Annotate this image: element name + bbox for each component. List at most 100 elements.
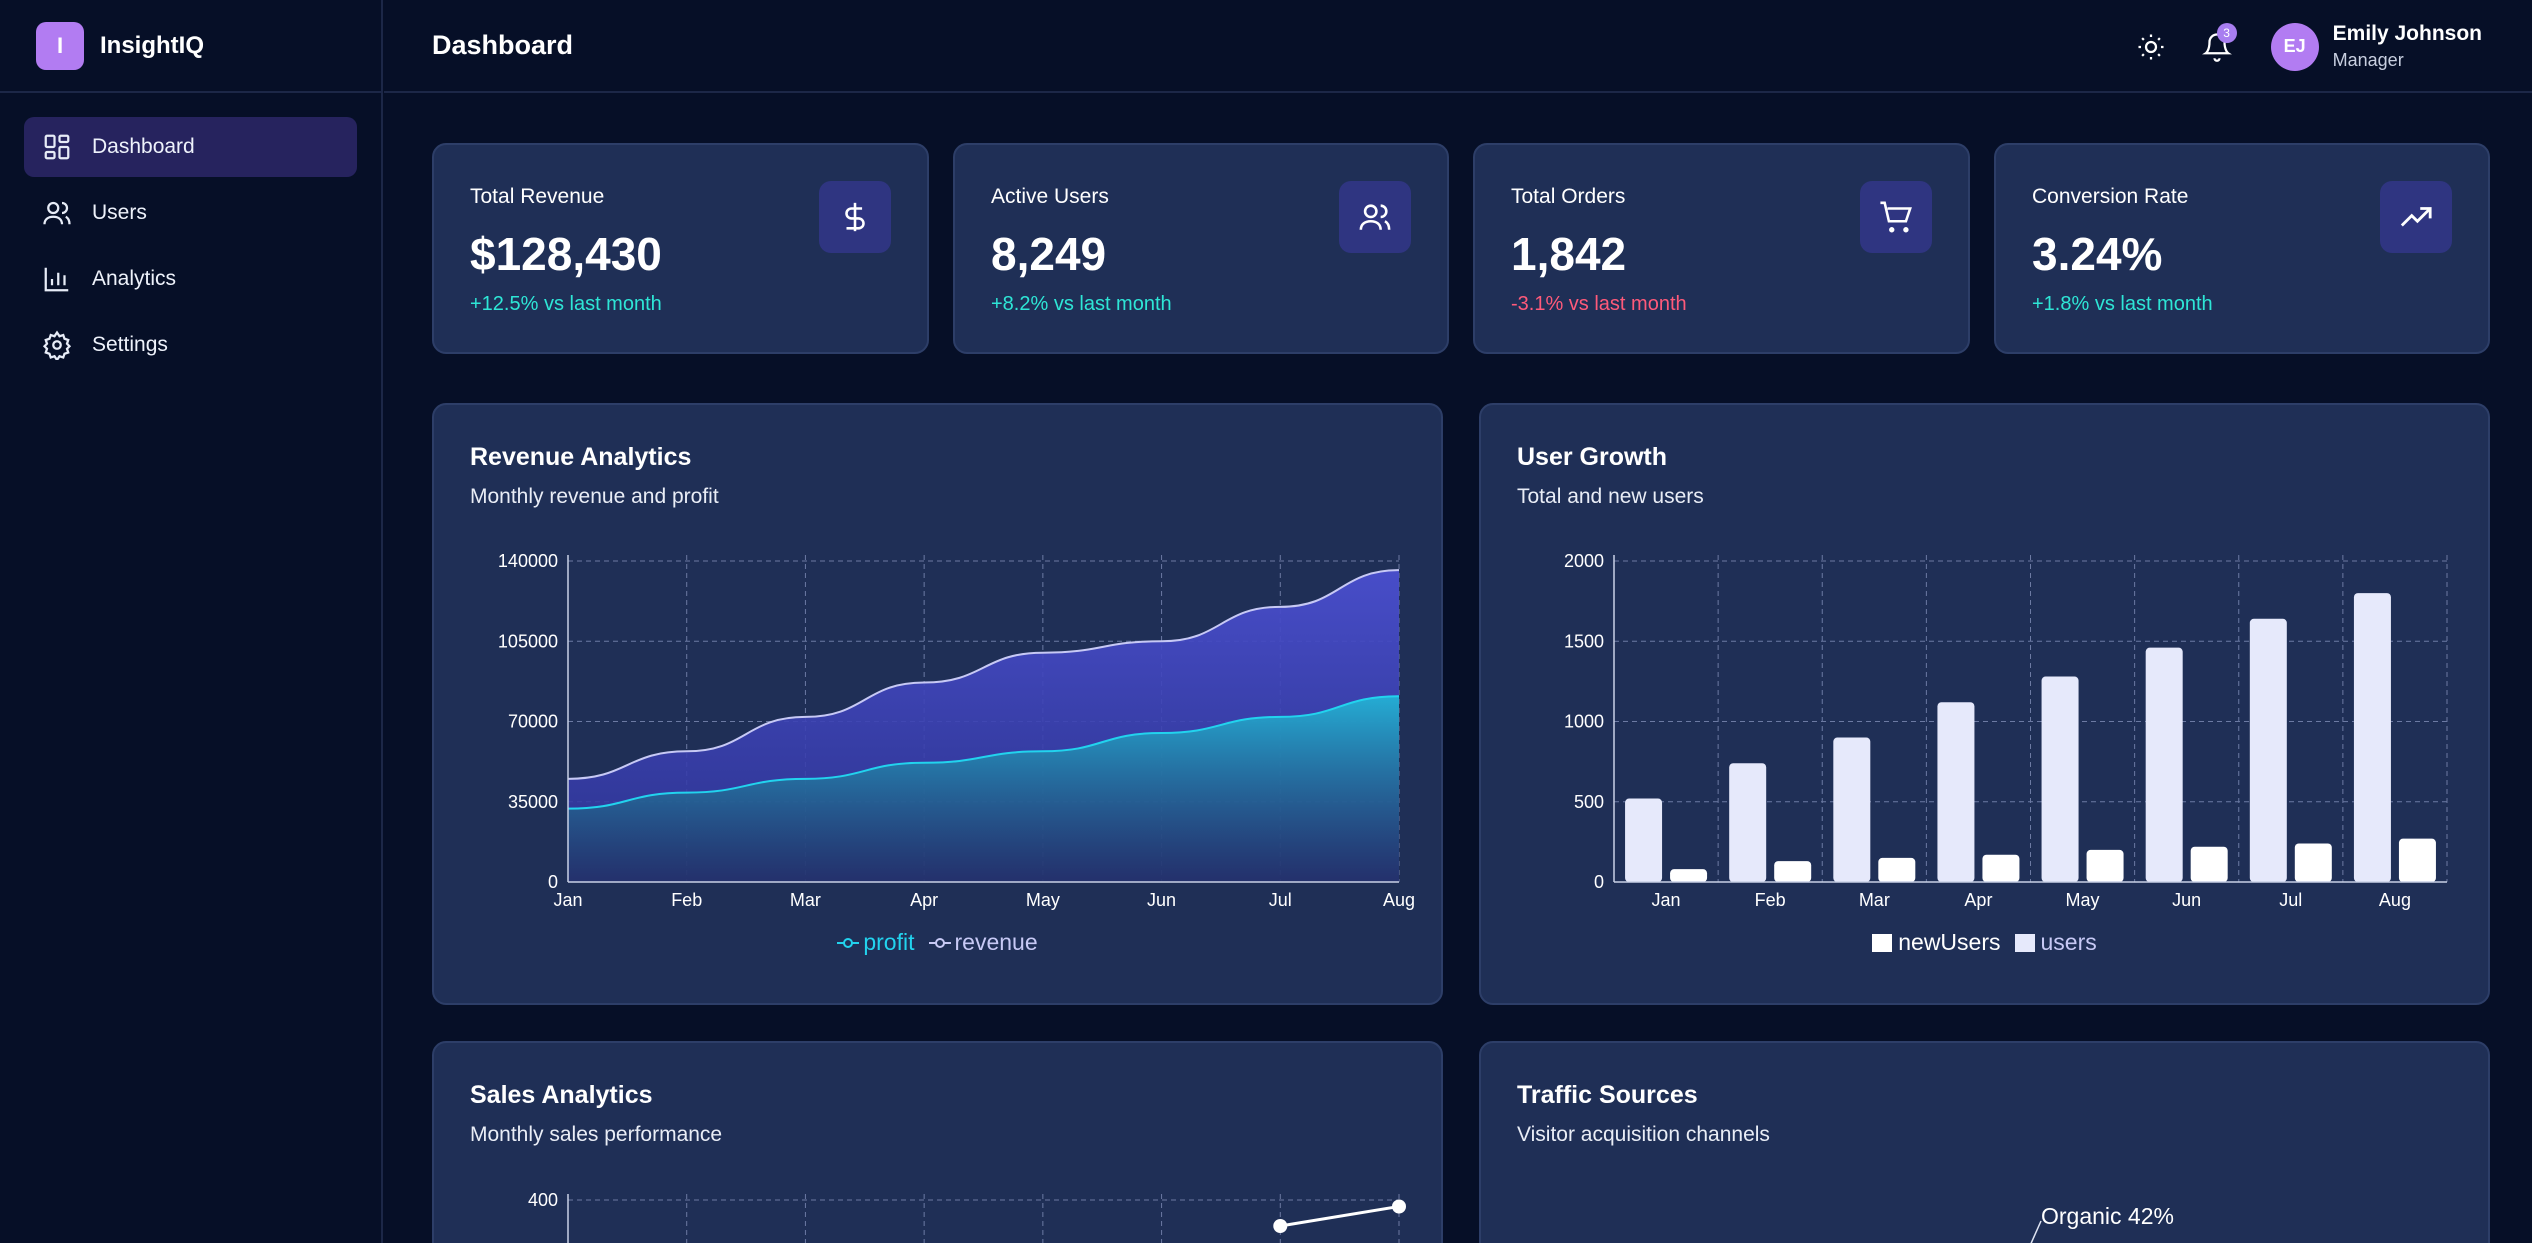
sales-chart: 400 <box>528 1190 1406 1243</box>
y-tick-label: 2000 <box>1564 551 1604 571</box>
y-tick-label: 70000 <box>508 712 558 732</box>
chart-legend: profit revenue <box>434 929 1441 956</box>
theme-toggle-button[interactable] <box>2131 27 2171 67</box>
brand-logo: I <box>36 21 84 70</box>
bar-users <box>1833 737 1871 882</box>
users-icon <box>43 201 71 225</box>
bar-users <box>2041 676 2079 882</box>
legend-label: newUsers <box>1898 929 2001 955</box>
sidebar-item-label: Settings <box>92 333 168 356</box>
sales-analytics-panel: Sales Analytics Monthly sales performanc… <box>432 1041 1443 1243</box>
page-title: Dashboard <box>432 30 574 60</box>
x-tick-label: Aug <box>2379 890 2411 910</box>
traffic-chart: Organic 42% <box>2030 1203 2174 1243</box>
x-tick-label: Jul <box>1269 890 1292 910</box>
bar-users <box>1729 763 1767 882</box>
trending-up-icon <box>2400 207 2432 227</box>
sidebar-item-dashboard[interactable]: Dashboard <box>24 117 357 177</box>
x-tick-label: May <box>2066 890 2100 910</box>
line-marker-icon <box>837 937 860 948</box>
bar-users <box>2249 618 2287 882</box>
avatar[interactable]: EJ <box>2270 22 2319 71</box>
x-tick-label: Jun <box>1147 890 1176 910</box>
bar-users <box>1937 702 1975 882</box>
x-tick-label: Apr <box>1964 890 1992 910</box>
y-tick-label: 500 <box>1574 792 1604 812</box>
bar-newusers <box>1982 854 2020 882</box>
x-tick-label: May <box>1026 890 1060 910</box>
legend-item-profit[interactable]: profit <box>837 929 915 956</box>
y-tick-label: 140000 <box>498 551 558 571</box>
dashboard-icon <box>44 134 70 160</box>
stat-change: +12.5% vs last month <box>470 293 662 315</box>
panel-title: Revenue Analytics <box>470 443 692 471</box>
cart-icon <box>1880 201 1912 233</box>
y-tick-label: 105000 <box>498 631 558 651</box>
x-tick-label: Feb <box>1755 890 1786 910</box>
revenue-line <box>567 569 1400 780</box>
user-info[interactable]: Emily Johnson Manager <box>2333 22 2482 71</box>
sidebar-item-label: Analytics <box>92 267 177 290</box>
stat-change: +1.8% vs last month <box>2032 293 2213 315</box>
traffic-sources-panel: Traffic Sources Visitor acquisition chan… <box>1479 1041 2490 1243</box>
bar-chart-icon <box>44 267 69 292</box>
chart-legend: newUsers users <box>1481 929 2488 956</box>
x-tick-label: Jul <box>2279 890 2302 910</box>
bar-newusers <box>2294 843 2332 882</box>
sidebar-item-users[interactable]: Users <box>24 183 357 243</box>
bar-newusers <box>2086 849 2124 882</box>
sidebar: I InsightIQ Dashboard Users Analytics Se… <box>0 0 383 1243</box>
stat-icon-box <box>1860 181 1932 253</box>
profit-line <box>567 695 1400 810</box>
user-name: Emily Johnson <box>2332 22 2482 45</box>
stat-icon-box <box>2380 181 2452 253</box>
panel-subtitle: Monthly revenue and profit <box>470 485 719 508</box>
bar-newusers <box>1878 857 1916 882</box>
stat-label: Active Users <box>991 185 1109 208</box>
bar-users <box>2145 647 2183 882</box>
sidebar-item-label: Users <box>92 201 147 224</box>
header-actions: 3 EJ Emily Johnson Manager <box>2131 0 2482 93</box>
user-growth-panel: User Growth Total and new users 0 500 1000… <box>1479 403 2490 1005</box>
bar-users <box>1625 798 1663 882</box>
x-tick-label: Feb <box>671 890 702 910</box>
x-tick-label: Mar <box>1859 890 1890 910</box>
line-marker-icon <box>928 937 951 948</box>
legend-item-users[interactable]: users <box>2014 929 2097 956</box>
y-tick-label: 0 <box>1594 872 1604 892</box>
brand-name: InsightIQ <box>100 31 204 59</box>
stat-value: $128,430 <box>470 228 662 280</box>
stat-value: 3.24% <box>2032 228 2163 280</box>
y-tick-label: 1500 <box>1564 631 1604 651</box>
sales-point <box>1392 1199 1406 1214</box>
revenue-chart: 0 35000 70000 105000 140000 Jan Feb Mar Apr May Ju… <box>498 551 1415 910</box>
sidebar-item-analytics[interactable]: Analytics <box>24 249 357 309</box>
y-tick-label: 0 <box>548 872 558 892</box>
panel-subtitle: Monthly sales performance <box>470 1123 723 1146</box>
sidebar-item-settings[interactable]: Settings <box>24 315 357 375</box>
sales-line <box>1280 1205 1400 1228</box>
stat-icon-box <box>1339 181 1411 253</box>
brand[interactable]: I InsightIQ <box>0 0 381 93</box>
stat-value: 1,842 <box>1511 228 1627 280</box>
bar-newusers <box>2190 846 2228 882</box>
bar-newusers <box>1774 861 1812 882</box>
stat-label: Conversion Rate <box>2032 185 2189 208</box>
user-growth-chart: 0 500 1000 1500 2000 Jan Feb Mar Apr May Jun Jul Aug <box>1564 551 2448 910</box>
notifications-button[interactable]: 3 <box>2197 22 2237 67</box>
sun-icon <box>2138 34 2164 59</box>
gear-icon <box>42 330 72 360</box>
stat-card-conversion: Conversion Rate 3.24% +1.8% vs last mont… <box>1994 143 2490 354</box>
stat-change: -3.1% vs last month <box>1511 293 1687 315</box>
slice-leader-line <box>2030 1220 2042 1243</box>
y-tick-label: 35000 <box>508 792 558 812</box>
legend-item-revenue[interactable]: revenue <box>928 929 1038 956</box>
legend-label: revenue <box>954 929 1038 955</box>
panel-title: Sales Analytics <box>470 1081 653 1109</box>
x-tick-label: Jan <box>553 890 582 910</box>
legend-item-newusers[interactable]: newUsers <box>1872 929 2001 956</box>
users-icon <box>1359 204 1391 230</box>
sidebar-item-label: Dashboard <box>92 135 195 158</box>
profit-area <box>568 696 1399 882</box>
slice-label: Organic 42% <box>2041 1203 2174 1229</box>
